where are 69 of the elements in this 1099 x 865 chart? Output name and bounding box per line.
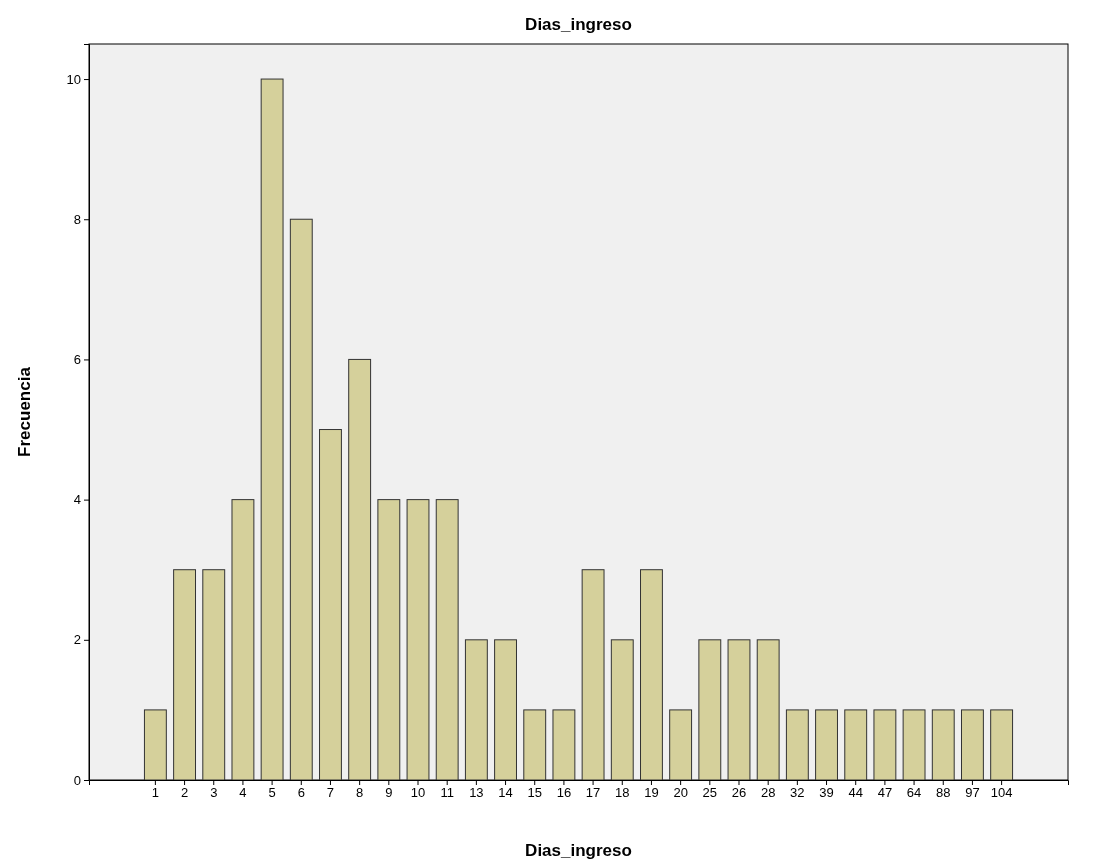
x-tick-label: 19: [644, 785, 659, 801]
bar: [640, 569, 663, 781]
bar: [319, 429, 342, 781]
x-tick-label: 104: [990, 785, 1013, 801]
x-tick-label: 16: [556, 785, 572, 801]
bar: [348, 358, 372, 781]
x-tick-label: 2: [180, 785, 189, 801]
chart-title: Dias_ingreso: [525, 15, 632, 34]
x-tick-label: 88: [936, 785, 951, 801]
bar: [406, 499, 430, 781]
bar: [960, 709, 984, 781]
x-tick-label: 9: [385, 785, 393, 801]
bar: [377, 499, 401, 781]
bar: [931, 709, 955, 781]
x-tick-label: 15: [527, 785, 542, 801]
bar: [173, 569, 197, 781]
bar: [990, 709, 1014, 781]
x-tick-label: 6: [297, 785, 305, 801]
x-tick-label: 18: [615, 785, 630, 801]
bar: [610, 639, 634, 781]
x-tick-label: 5: [268, 785, 276, 801]
x-tick-label: 47: [877, 785, 893, 801]
bar: [202, 569, 226, 781]
bar: [873, 709, 897, 781]
bar: [464, 639, 488, 781]
x-tick-label: 11: [440, 785, 454, 801]
x-tick-label: 20: [673, 785, 688, 801]
y-axis-title: Frecuencia: [15, 366, 34, 457]
y-tick-label: 4: [73, 492, 81, 508]
bar: [523, 709, 547, 781]
x-tick-label: 4: [239, 785, 247, 801]
bar: [260, 78, 284, 781]
bar: [815, 709, 838, 781]
x-tick-label: 44: [848, 785, 863, 801]
bar: [494, 639, 517, 781]
x-tick-label: 7: [326, 785, 335, 801]
x-tick-label: 32: [790, 785, 805, 801]
y-tick-label: 6: [73, 352, 81, 368]
bar: [727, 639, 751, 781]
bar: [143, 709, 167, 781]
x-tick-label: 13: [469, 785, 484, 801]
bar: [435, 499, 459, 781]
bar: [231, 499, 255, 781]
x-tick-label: 8: [356, 785, 364, 801]
bar: [698, 639, 722, 781]
y-tick-label: 0: [73, 772, 81, 788]
bar: [669, 709, 693, 781]
y-tick-label: 2: [73, 632, 81, 648]
x-tick-label: 97: [965, 785, 980, 801]
x-tick-label: 14: [498, 785, 513, 801]
x-tick-label: 25: [702, 785, 718, 801]
x-tick-label: 3: [210, 785, 218, 801]
x-tick-label: 17: [585, 785, 601, 801]
x-axis-title: Dias_ingreso: [525, 841, 632, 860]
bar: [552, 709, 576, 781]
x-tick-label: 26: [731, 785, 747, 801]
y-tick-label: 8: [73, 211, 81, 227]
x-tick-label: 10: [410, 785, 426, 801]
x-tick-label: 39: [819, 785, 834, 801]
bar: [581, 569, 605, 781]
bar: [902, 709, 926, 781]
bar: [289, 218, 313, 781]
bar: [756, 639, 780, 781]
x-tick-label: 28: [760, 785, 776, 801]
x-tick-label: 64: [906, 785, 922, 801]
bar: [785, 709, 809, 781]
x-tick-label: 1: [151, 785, 159, 801]
y-tick-label: 10: [66, 71, 81, 87]
bar: [844, 709, 868, 781]
